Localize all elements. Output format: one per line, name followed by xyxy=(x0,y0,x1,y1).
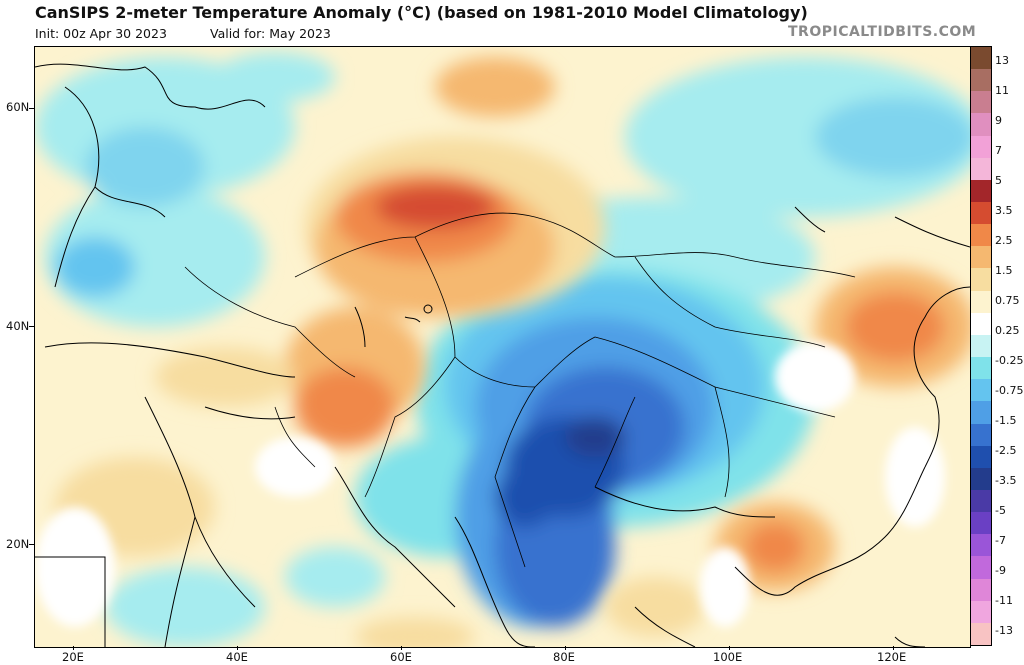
colorbar-label: 13 xyxy=(995,54,1009,67)
lon-label-80e: 80E xyxy=(553,650,575,664)
colorbar-cell xyxy=(971,401,991,424)
colorbar-label: 9 xyxy=(995,114,1002,127)
coastlines xyxy=(35,63,970,647)
colorbar-cell xyxy=(971,312,991,336)
site-brand: TROPICALTIDBITS.COM xyxy=(788,24,977,40)
lon-label-60e: 60E xyxy=(390,650,412,664)
colorbar-label: 7 xyxy=(995,144,1002,157)
init-time: Init: 00z Apr 30 2023 xyxy=(35,26,167,41)
colorbar-label: 0.75 xyxy=(995,294,1020,307)
colorbar-cell xyxy=(971,578,991,602)
colorbar xyxy=(970,46,992,646)
colorbar-cell xyxy=(971,47,991,70)
colorbar-cell xyxy=(971,600,991,624)
anomaly-field xyxy=(35,52,970,647)
colorbar-label: -3.5 xyxy=(995,474,1017,487)
lon-label-20e: 20E xyxy=(62,650,84,664)
colorbar-cell xyxy=(971,622,991,646)
colorbar-cell xyxy=(971,157,991,181)
colorbar-label: -7 xyxy=(995,534,1006,547)
colorbar-label: 11 xyxy=(995,84,1009,97)
colorbar-cell xyxy=(971,467,991,491)
colorbar-label: -0.75 xyxy=(995,384,1024,397)
colorbar-label: -9 xyxy=(995,564,1006,577)
colorbar-cell xyxy=(971,202,991,225)
colorbar-label: -5 xyxy=(995,504,1006,517)
colorbar-label: 5 xyxy=(995,174,1002,187)
colorbar-cell xyxy=(971,423,991,447)
colorbar-cell xyxy=(971,113,991,137)
colorbar-label: 2.5 xyxy=(995,234,1013,247)
lat-label-20n: 20N xyxy=(6,537,30,551)
colorbar-cell xyxy=(971,246,991,269)
colorbar-cell xyxy=(971,69,991,92)
colorbar-cell xyxy=(971,379,991,402)
colorbar-cell xyxy=(971,489,991,513)
lakes xyxy=(354,206,826,348)
map-title: CanSIPS 2-meter Temperature Anomaly (°C)… xyxy=(35,3,808,22)
valid-time: Valid for: May 2023 xyxy=(210,26,331,41)
warm-anomaly-field xyxy=(55,57,970,647)
lat-label-60n: 60N xyxy=(6,100,30,114)
colorbar-label: 1.5 xyxy=(995,264,1013,277)
colorbar-label: -0.25 xyxy=(995,354,1024,367)
colorbar-cell xyxy=(971,445,991,469)
country-borders xyxy=(184,212,856,568)
colorbar-label: -1.5 xyxy=(995,414,1017,427)
colorbar-cell xyxy=(971,512,991,535)
lat-label-40n: 40N xyxy=(6,319,30,333)
colorbar-cell xyxy=(971,357,991,380)
neutral-field xyxy=(35,342,945,627)
colorbar-label: 3.5 xyxy=(995,204,1013,217)
anomaly-map xyxy=(34,46,971,648)
colorbar-cell xyxy=(971,91,991,114)
colorbar-cell xyxy=(971,534,991,557)
colorbar-cell xyxy=(971,290,991,314)
lon-label-120e: 120E xyxy=(877,650,907,664)
colorbar-cell xyxy=(971,179,991,203)
colorbar-cell xyxy=(971,224,991,247)
lon-label-100e: 100E xyxy=(713,650,743,664)
colorbar-cell xyxy=(971,334,991,358)
colorbar-cell xyxy=(971,135,991,159)
colorbar-label: -13 xyxy=(995,624,1013,637)
colorbar-cell xyxy=(971,556,991,580)
colorbar-label: 0.25 xyxy=(995,324,1020,337)
colorbar-cell xyxy=(971,268,991,292)
colorbar-label: -2.5 xyxy=(995,444,1017,457)
colorbar-label: -11 xyxy=(995,594,1013,607)
lon-label-40e: 40E xyxy=(226,650,248,664)
